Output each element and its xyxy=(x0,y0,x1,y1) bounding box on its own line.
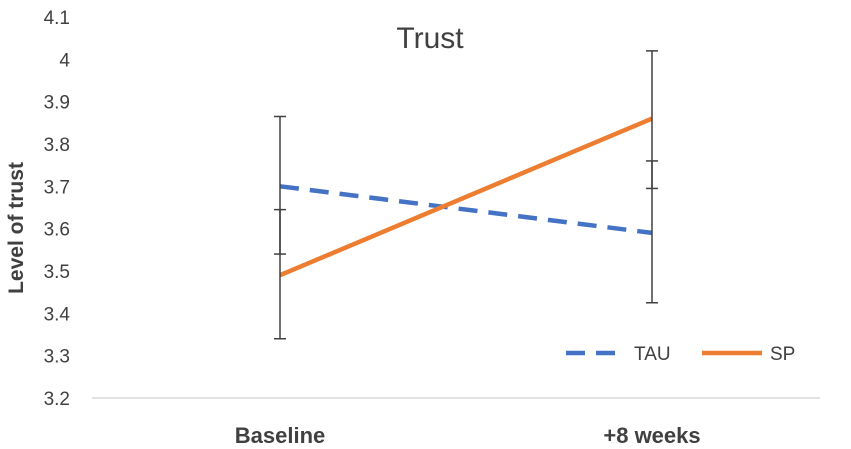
legend: TAU SP xyxy=(566,344,795,365)
series-line-sp xyxy=(279,116,653,278)
error-bar-sp xyxy=(274,208,286,340)
series-line-tau xyxy=(279,184,653,236)
chart-title: Trust xyxy=(396,22,464,55)
y-tick-label: 4 xyxy=(59,50,70,71)
error-bar-sp xyxy=(646,50,658,190)
y-tick-label: 3.6 xyxy=(44,220,70,241)
y-tick-label: 3.2 xyxy=(44,389,70,410)
legend-label-tau: TAU xyxy=(634,344,671,365)
y-tick-label: 3.5 xyxy=(44,262,70,283)
legend-label-sp: SP xyxy=(770,344,795,365)
y-tick-label: 3.8 xyxy=(44,135,70,156)
y-tick-label: 3.4 xyxy=(44,304,71,325)
y-tick-label: 3.7 xyxy=(44,177,70,198)
y-tick-label: 4.1 xyxy=(44,8,70,29)
x-category-label: Baseline xyxy=(235,423,326,448)
y-tick-label: 3.3 xyxy=(44,347,70,368)
x-category-label: +8 weeks xyxy=(603,423,700,448)
y-axis-ticks: 3.2 3.3 3.4 3.5 3.6 3.7 3.8 3.9 4 4.1 xyxy=(44,8,71,410)
series-lines xyxy=(279,116,653,278)
x-axis-categories: Baseline +8 weeks xyxy=(235,423,701,448)
y-tick-label: 3.9 xyxy=(44,93,70,114)
error-bars xyxy=(274,50,658,340)
y-axis-label: Level of trust xyxy=(5,162,28,294)
